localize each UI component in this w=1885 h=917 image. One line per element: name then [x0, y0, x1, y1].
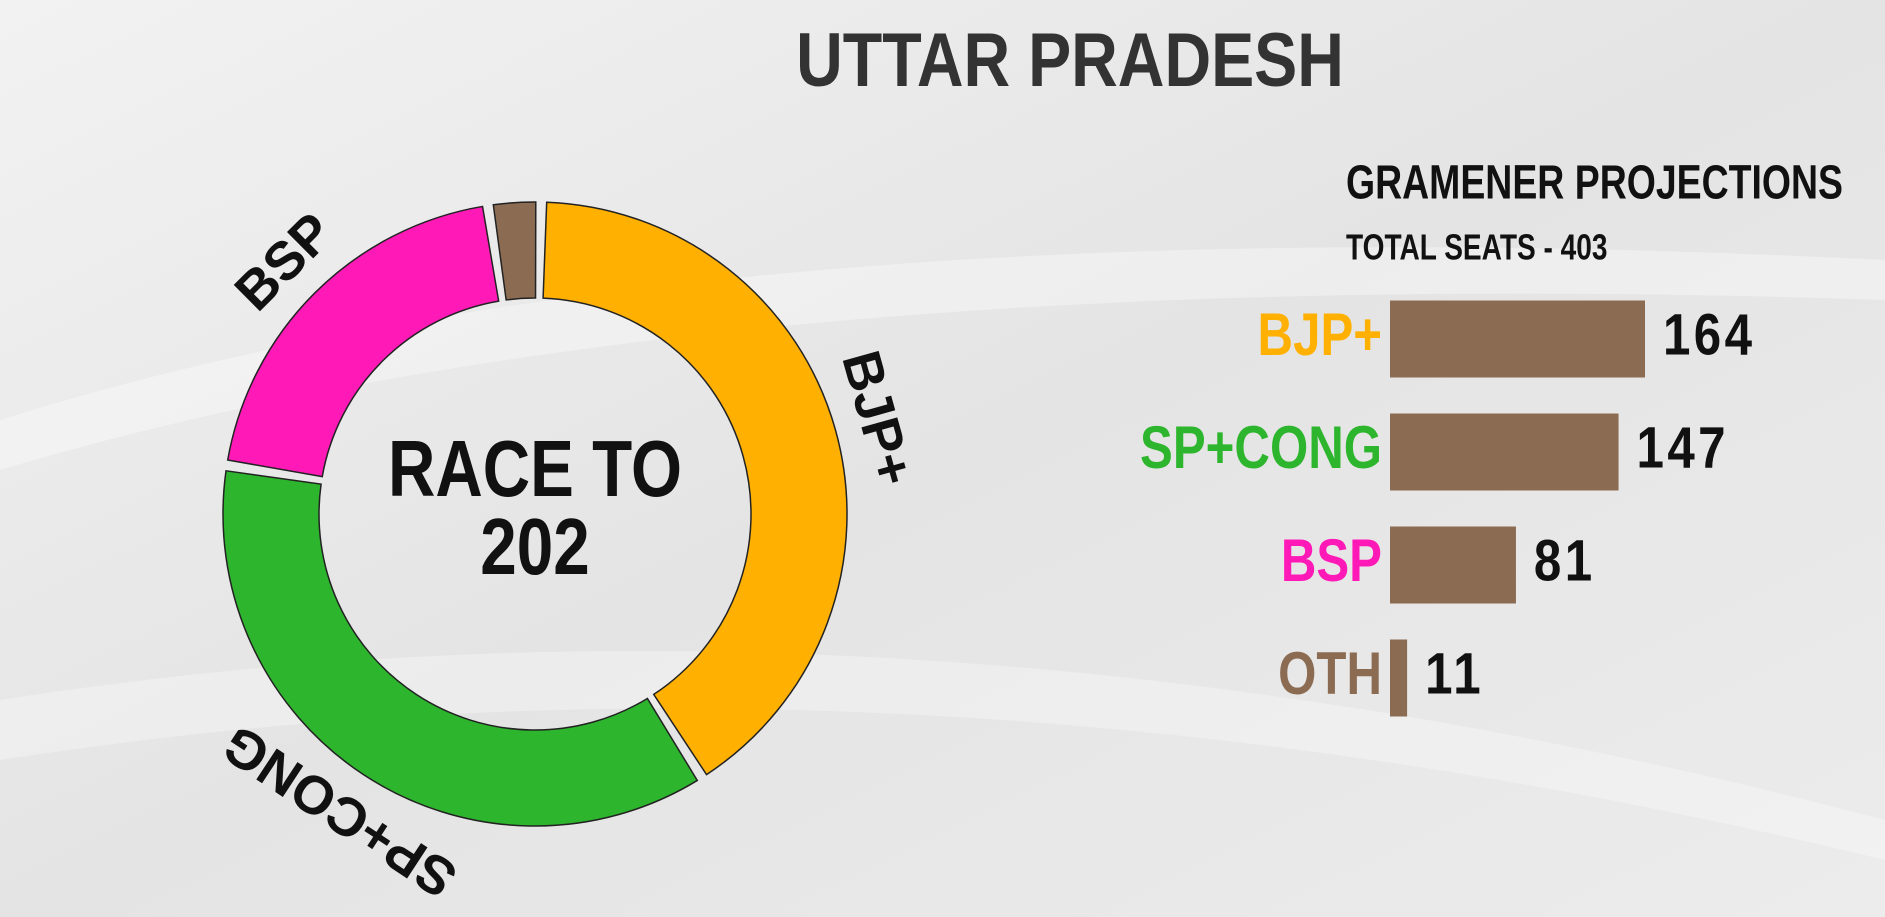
bar	[1390, 300, 1645, 378]
value-label: 81	[1534, 529, 1596, 594]
donut-segment	[226, 205, 500, 478]
background-swoosh	[0, 651, 1885, 860]
donut-segment	[542, 201, 848, 776]
donut-segment	[492, 201, 537, 301]
page-title: UTTAR PRADESH	[796, 17, 1344, 102]
value-label: 147	[1637, 416, 1729, 481]
chart-title: GRAMENER PROJECTIONS	[1346, 156, 1843, 210]
bar-label: BSP	[1281, 526, 1382, 594]
donut-segment	[222, 469, 699, 827]
bar	[1390, 526, 1516, 604]
bar-label: OTH	[1278, 639, 1382, 707]
bar	[1390, 413, 1619, 491]
center-text: RACE TO	[388, 424, 682, 514]
bar-label: BJP+	[1258, 300, 1382, 368]
value-label: 11	[1425, 642, 1484, 707]
center-text: 202	[480, 502, 589, 592]
bar-chart: GRAMENER PROJECTIONS TOTAL SEATS - 403 BJP…	[1140, 156, 1843, 717]
bar-label: SP+CONG	[1140, 413, 1382, 481]
value-label: 164	[1663, 303, 1755, 368]
bar	[1390, 639, 1408, 717]
chart-subtitle: TOTAL SEATS - 403	[1346, 227, 1607, 267]
